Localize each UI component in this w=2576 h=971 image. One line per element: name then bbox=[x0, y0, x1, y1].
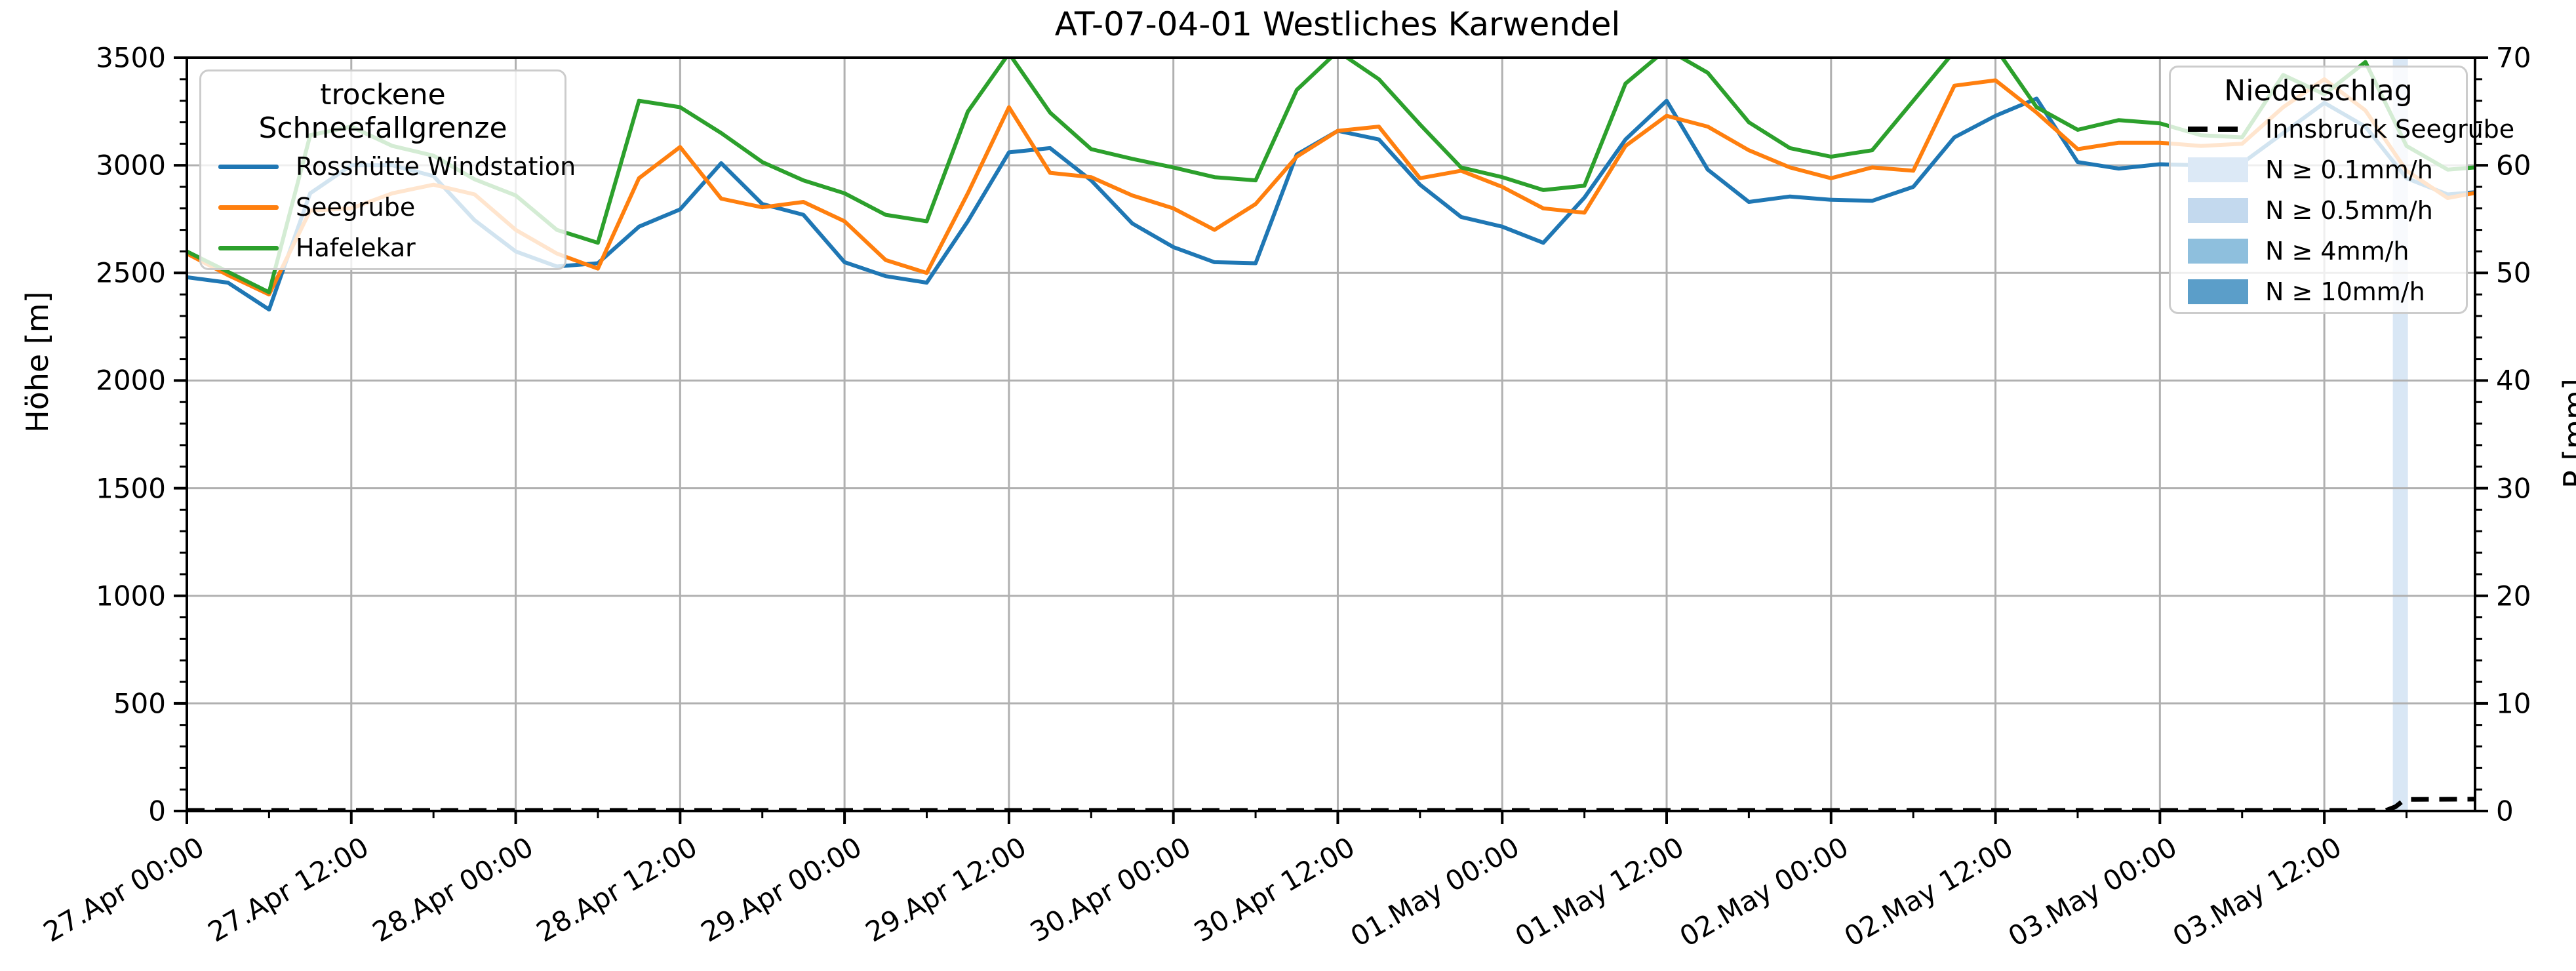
y-left-tick-label: 2000 bbox=[96, 364, 166, 397]
line-swatch bbox=[218, 245, 279, 250]
y-left-tick-label: 0 bbox=[148, 795, 166, 827]
legend-item-label: Hafelekar bbox=[296, 233, 416, 262]
legend-item: N ≥ 10mm/h bbox=[2171, 271, 2466, 312]
y-left-tick-label: 3000 bbox=[96, 149, 166, 182]
y-right-tick-label: 70 bbox=[2496, 41, 2531, 74]
y-left-tick-label: 2500 bbox=[96, 256, 166, 289]
series-line-seegrube bbox=[187, 77, 2475, 297]
y-right-tick-label: 30 bbox=[2496, 472, 2531, 505]
legend-item: N ≥ 0.5mm/h bbox=[2171, 190, 2466, 231]
dashed-line-swatch bbox=[2188, 127, 2248, 132]
line-swatch bbox=[218, 164, 279, 169]
cumulative-precip-line bbox=[187, 797, 2475, 811]
legend-right-title: Niederschlag bbox=[2224, 74, 2413, 108]
legend-item: N ≥ 0.1mm/h bbox=[2171, 149, 2466, 190]
y-left-tick-label: 1000 bbox=[96, 580, 166, 612]
chart-title: AT-07-04-01 Westliches Karwendel bbox=[1054, 5, 1621, 43]
legend-left-title: trockene Schneefallgrenze bbox=[258, 78, 507, 145]
legend-item: N ≥ 4mm/h bbox=[2171, 231, 2466, 271]
legend-item-label: N ≥ 0.5mm/h bbox=[2265, 196, 2433, 225]
y-right-tick-label: 20 bbox=[2496, 580, 2531, 612]
y-left-tick-label: 3500 bbox=[96, 41, 166, 74]
legend-item: Innsbruck Seegrube bbox=[2171, 109, 2514, 149]
y-right-tick-label: 60 bbox=[2496, 149, 2531, 182]
legend-item: Hafelekar bbox=[201, 228, 565, 268]
legend-item-label: Rosshütte Windstation bbox=[296, 152, 576, 181]
y-right-tick-label: 50 bbox=[2496, 256, 2531, 289]
color-patch-swatch bbox=[2188, 157, 2248, 182]
color-patch-swatch bbox=[2188, 239, 2248, 264]
y-right-tick-label: 10 bbox=[2496, 687, 2531, 720]
series-line-hafelekar bbox=[187, 58, 2475, 294]
y-right-tick-label: 0 bbox=[2496, 795, 2514, 827]
legend-item-label: N ≥ 0.1mm/h bbox=[2265, 155, 2433, 184]
legend-item: Rosshütte Windstation bbox=[201, 146, 576, 187]
legend-item: Seegrube bbox=[201, 187, 565, 228]
legend-item-label: N ≥ 4mm/h bbox=[2265, 237, 2409, 266]
legend-item-label: Seegrube bbox=[296, 193, 416, 222]
legend-snowfall-limit: trockene Schneefallgrenze Rosshütte Wind… bbox=[199, 69, 576, 270]
legend-item-label: Innsbruck Seegrube bbox=[2265, 115, 2515, 144]
color-patch-swatch bbox=[2188, 198, 2248, 223]
color-patch-swatch bbox=[2188, 279, 2248, 304]
y-left-tick-label: 500 bbox=[113, 687, 166, 720]
line-swatch bbox=[218, 205, 279, 210]
y-left-tick-label: 1500 bbox=[96, 472, 166, 505]
legend-item-label: N ≥ 10mm/h bbox=[2265, 277, 2425, 306]
plot-spines bbox=[186, 56, 2476, 812]
legend-precipitation: Niederschlag Innsbruck Seegrube N ≥ 0.1mm… bbox=[2169, 66, 2514, 314]
y-right-tick-label: 40 bbox=[2496, 364, 2531, 397]
